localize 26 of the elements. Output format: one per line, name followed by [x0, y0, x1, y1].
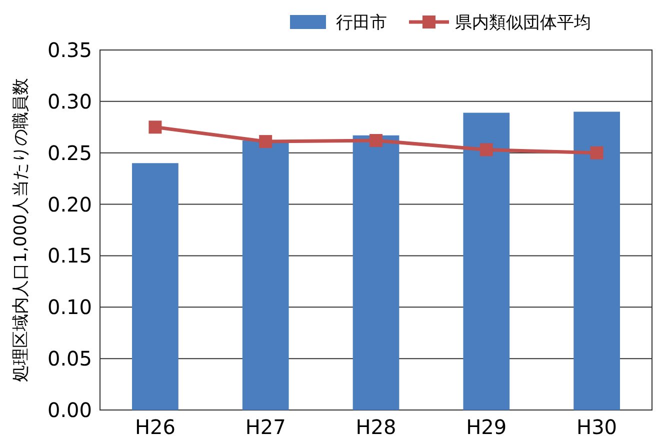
y-tick-label: 0.20: [47, 192, 92, 216]
y-tick-label: 0.00: [47, 398, 92, 422]
point: [480, 143, 493, 156]
point: [370, 134, 382, 148]
bar: [574, 112, 620, 410]
legend-label: 県内類似団体平均: [455, 13, 591, 33]
point: [590, 146, 604, 160]
y-axis-title: 処理区域内人口1,000人当たりの職員数: [10, 78, 31, 382]
y-tick-label: 0.15: [47, 244, 92, 268]
x-tick-label: H30: [576, 415, 618, 439]
point: [259, 135, 272, 148]
y-tick-label: 0.30: [47, 89, 92, 114]
bar: [463, 112, 510, 410]
legend-label: 行田市: [336, 13, 387, 33]
x-tick-label: H28: [356, 415, 396, 439]
y-tick-label: 0.25: [47, 140, 92, 165]
x-tick-label: H27: [245, 415, 286, 439]
y-tick-label: 0.35: [47, 38, 92, 62]
bar: [352, 135, 400, 410]
y-tick-label: 0.10: [47, 295, 92, 320]
x-tick-label: H29: [466, 415, 507, 439]
y-tick-label: 0.05: [47, 346, 92, 371]
x-tick-label: H26: [134, 415, 176, 439]
bar: [132, 163, 178, 410]
point: [148, 120, 162, 134]
bar: [242, 140, 289, 410]
